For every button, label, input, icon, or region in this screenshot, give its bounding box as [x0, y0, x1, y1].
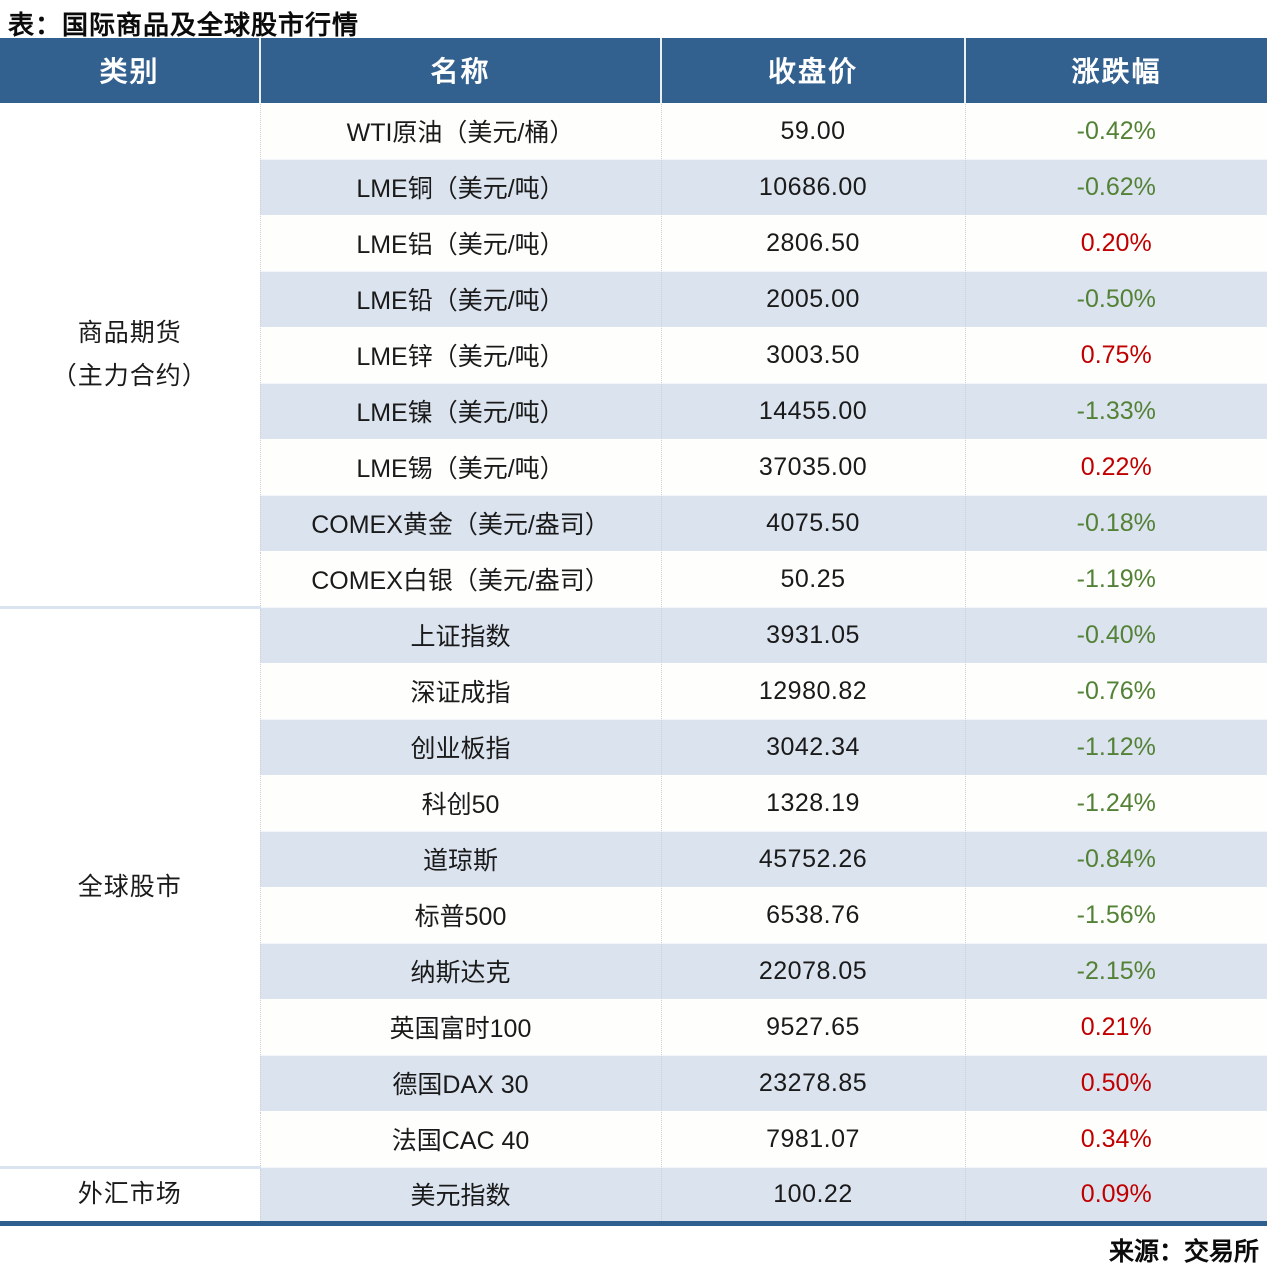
instrument-name: 标普500 — [260, 886, 662, 943]
change-percent: -1.12% — [965, 718, 1267, 775]
instrument-name: 科创50 — [260, 774, 662, 831]
instrument-name: LME锡（美元/吨） — [260, 438, 662, 495]
close-price: 2005.00 — [661, 270, 966, 327]
table-row: 标普500 6538.76 -1.56% — [0, 886, 1267, 943]
change-percent: 0.34% — [965, 1110, 1267, 1167]
change-percent: -1.24% — [965, 774, 1267, 831]
category-cell-forex: 外汇市场 — [0, 1165, 261, 1226]
instrument-name: COMEX白银（美元/盎司） — [260, 550, 662, 607]
change-percent: -0.84% — [965, 830, 1267, 887]
instrument-name: LME铜（美元/吨） — [260, 158, 662, 215]
table-row: 英国富时100 9527.65 0.21% — [0, 998, 1267, 1055]
instrument-name: 纳斯达克 — [260, 942, 662, 999]
change-percent: 0.75% — [965, 326, 1267, 383]
change-percent: -2.15% — [965, 942, 1267, 999]
change-percent: 0.22% — [965, 438, 1267, 495]
table-row: 创业板指 3042.34 -1.12% — [0, 718, 1267, 775]
table-row: 外汇市场 美元指数 100.22 0.09% — [0, 1165, 1267, 1226]
change-percent: 0.21% — [965, 998, 1267, 1055]
instrument-name: 美元指数 — [260, 1166, 662, 1226]
category-cell-global-stocks: 全球股市 — [0, 605, 261, 1167]
header-change: 涨跌幅 — [965, 38, 1267, 103]
close-price: 100.22 — [661, 1166, 966, 1226]
close-price: 3003.50 — [661, 326, 966, 383]
table-row: LME锡（美元/吨） 37035.00 0.22% — [0, 438, 1267, 495]
close-price: 50.25 — [661, 550, 966, 607]
close-price: 4075.50 — [661, 494, 966, 551]
category-cell-commodity-futures: 商品期货 （主力合约） — [0, 102, 261, 607]
header-name: 名称 — [260, 38, 662, 103]
header-close: 收盘价 — [661, 38, 966, 103]
close-price: 10686.00 — [661, 158, 966, 215]
close-price: 12980.82 — [661, 662, 966, 719]
table-row: LME锌（美元/吨） 3003.50 0.75% — [0, 326, 1267, 383]
change-percent: -0.42% — [965, 102, 1267, 159]
instrument-name: 深证成指 — [260, 662, 662, 719]
instrument-name: 德国DAX 30 — [260, 1054, 662, 1111]
table-row: 深证成指 12980.82 -0.76% — [0, 662, 1267, 719]
table-row: LME镍（美元/吨） 14455.00 -1.33% — [0, 382, 1267, 439]
close-price: 37035.00 — [661, 438, 966, 495]
close-price: 2806.50 — [661, 214, 966, 271]
table-row: LME铝（美元/吨） 2806.50 0.20% — [0, 214, 1267, 271]
source-note: 来源：交易所 — [1108, 1237, 1259, 1266]
table-header: 类别 名称 收盘价 涨跌幅 — [0, 38, 1267, 103]
instrument-name: 上证指数 — [260, 606, 662, 663]
change-percent: 0.09% — [965, 1166, 1267, 1226]
close-price: 9527.65 — [661, 998, 966, 1055]
close-price: 6538.76 — [661, 886, 966, 943]
table-row: LME铜（美元/吨） 10686.00 -0.62% — [0, 158, 1267, 215]
header-row: 类别 名称 收盘价 涨跌幅 — [0, 38, 1267, 103]
change-percent: -0.76% — [965, 662, 1267, 719]
header-category: 类别 — [0, 38, 261, 103]
table-row: COMEX白银（美元/盎司） 50.25 -1.19% — [0, 550, 1267, 607]
close-price: 3042.34 — [661, 718, 966, 775]
table-row: 法国CAC 40 7981.07 0.34% — [0, 1110, 1267, 1167]
page-title: 表：国际商品及全球股市行情 — [8, 10, 360, 40]
change-percent: 0.50% — [965, 1054, 1267, 1111]
market-table: 类别 名称 收盘价 涨跌幅 商品期货 （主力合约） WTI原油（美元/桶） 59… — [0, 38, 1267, 1226]
change-percent: -0.18% — [965, 494, 1267, 551]
close-price: 59.00 — [661, 102, 966, 159]
instrument-name: 创业板指 — [260, 718, 662, 775]
change-percent: -0.62% — [965, 158, 1267, 215]
table-row: COMEX黄金（美元/盎司） 4075.50 -0.18% — [0, 494, 1267, 551]
instrument-name: LME锌（美元/吨） — [260, 326, 662, 383]
table-row: 道琼斯 45752.26 -0.84% — [0, 830, 1267, 887]
instrument-name: 英国富时100 — [260, 998, 662, 1055]
instrument-name: 道琼斯 — [260, 830, 662, 887]
close-price: 1328.19 — [661, 774, 966, 831]
table-row: 纳斯达克 22078.05 -2.15% — [0, 942, 1267, 999]
close-price: 3931.05 — [661, 606, 966, 663]
close-price: 45752.26 — [661, 830, 966, 887]
change-percent: -1.56% — [965, 886, 1267, 943]
close-price: 7981.07 — [661, 1110, 966, 1167]
instrument-name: LME镍（美元/吨） — [260, 382, 662, 439]
table-row: 德国DAX 30 23278.85 0.50% — [0, 1054, 1267, 1111]
table-row: 全球股市 上证指数 3931.05 -0.40% — [0, 605, 1267, 1167]
table-row: 科创50 1328.19 -1.24% — [0, 774, 1267, 831]
change-percent: -0.50% — [965, 270, 1267, 327]
instrument-name: 法国CAC 40 — [260, 1110, 662, 1167]
instrument-name: WTI原油（美元/桶） — [260, 102, 662, 159]
table-row: LME铅（美元/吨） 2005.00 -0.50% — [0, 270, 1267, 327]
instrument-name: LME铅（美元/吨） — [260, 270, 662, 327]
change-percent: -0.40% — [965, 606, 1267, 663]
change-percent: 0.20% — [965, 214, 1267, 271]
table-row: 商品期货 （主力合约） WTI原油（美元/桶） 59.00 -0.42% — [0, 102, 1267, 607]
close-price: 22078.05 — [661, 942, 966, 999]
instrument-name: LME铝（美元/吨） — [260, 214, 662, 271]
close-price: 23278.85 — [661, 1054, 966, 1111]
change-percent: -1.33% — [965, 382, 1267, 439]
instrument-name: COMEX黄金（美元/盎司） — [260, 494, 662, 551]
change-percent: -1.19% — [965, 550, 1267, 607]
close-price: 14455.00 — [661, 382, 966, 439]
